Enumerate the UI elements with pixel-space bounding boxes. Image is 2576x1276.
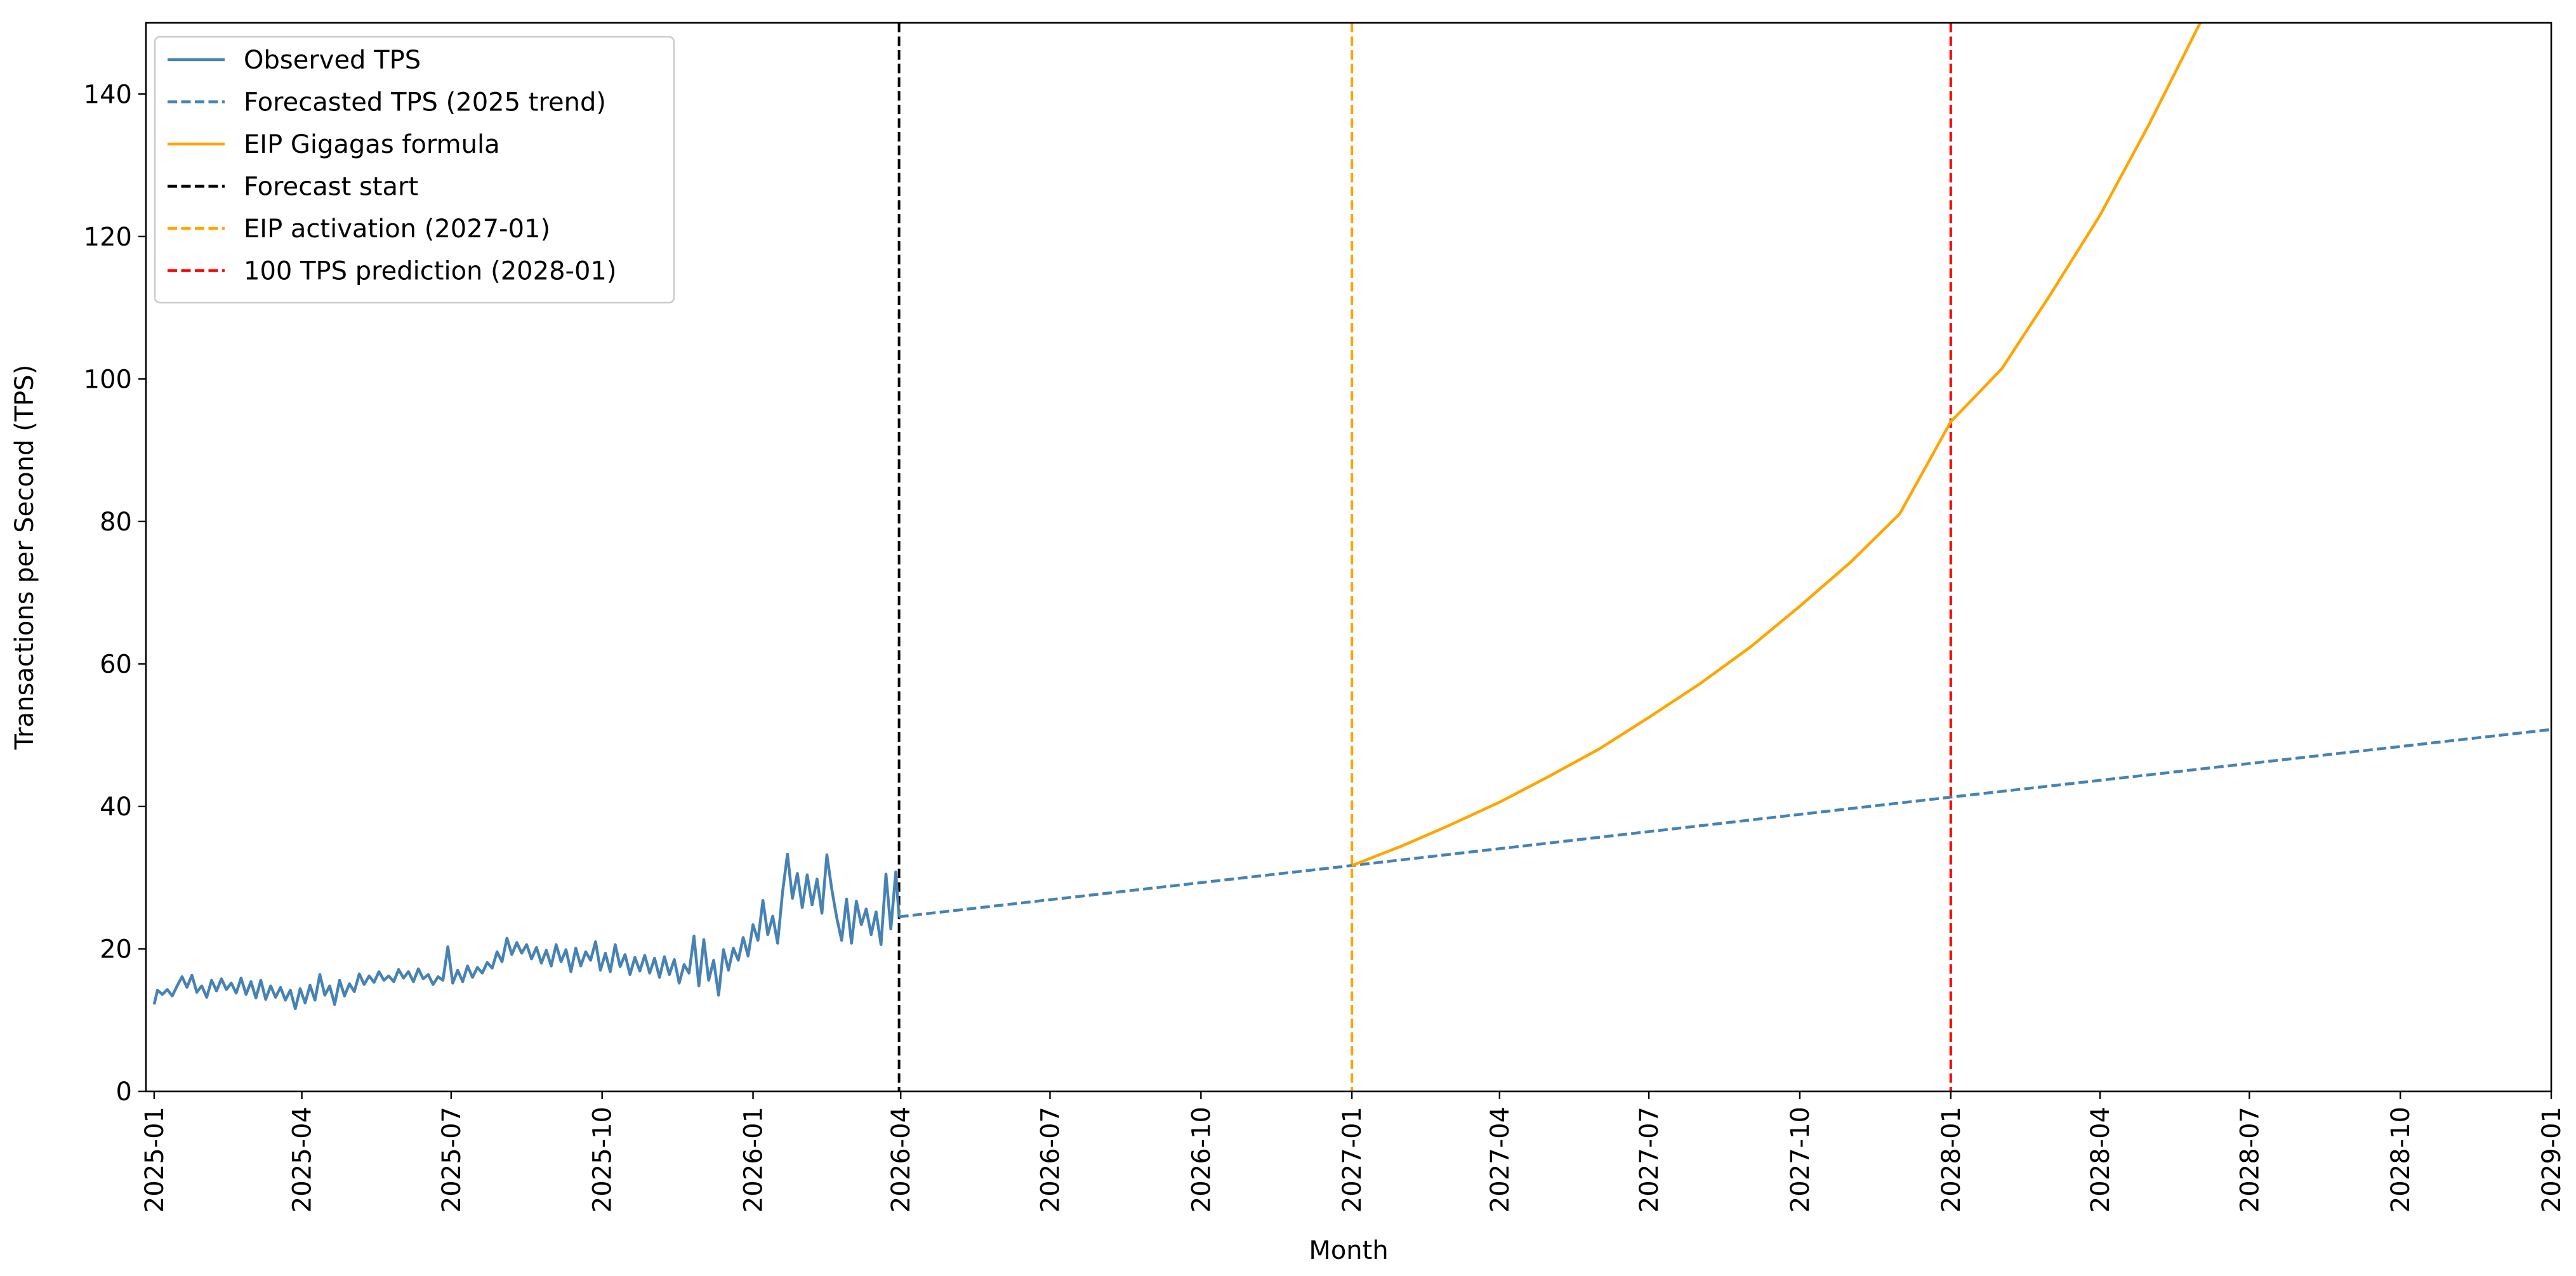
legend-label: Forecast start	[244, 173, 418, 202]
x-tick-label: 2027-10	[1786, 1107, 1815, 1213]
x-tick-label: 2025-01	[140, 1107, 169, 1213]
x-tick-label: 2028-10	[2386, 1107, 2415, 1213]
y-tick-label: 140	[84, 80, 132, 109]
series-line-eip-gigagas-formula	[1351, 23, 2202, 867]
series-line-forecasted-tps-2025-trend	[899, 728, 2551, 919]
x-tick-label: 2027-01	[1338, 1107, 1367, 1213]
legend-box	[154, 36, 675, 304]
y-tick-label: 100	[84, 365, 132, 394]
x-tick-label: 2029-01	[2537, 1107, 2566, 1213]
x-tick-label: 2028-04	[2086, 1107, 2115, 1213]
legend-label: Observed TPS	[244, 46, 421, 75]
x-tick-label: 2027-07	[1635, 1107, 1664, 1213]
tick-layer: 0 20 40 60 80 100 120 140 2025-01 2025-04 2025-07 2…	[84, 80, 2566, 1213]
y-axis-label: Transactions per Second (TPS)	[10, 365, 39, 751]
legend-label: 100 TPS prediction (2028-01)	[244, 257, 616, 286]
y-tick-label: 20	[100, 935, 132, 964]
x-tick-label: 2026-01	[739, 1107, 769, 1213]
x-axis-label: Month	[1309, 1236, 1388, 1265]
x-tick-label: 2028-07	[2235, 1107, 2264, 1213]
series-line-observed-tps	[152, 852, 901, 1011]
x-tick-label: 2028-01	[1937, 1107, 1966, 1213]
y-tick-label: 0	[116, 1077, 132, 1107]
x-tick-label: 2025-07	[437, 1107, 466, 1213]
x-tick-label: 2026-04	[887, 1107, 916, 1213]
plot-layer	[152, 23, 2551, 1091]
legend-label: EIP activation (2027-01)	[244, 214, 550, 244]
y-tick-label: 60	[100, 650, 132, 679]
legend: Observed TPS Forecasted TPS (2025 trend) E…	[154, 36, 675, 304]
y-tick-label: 120	[84, 223, 132, 252]
x-tick-label: 2027-04	[1486, 1107, 1515, 1213]
x-tick-label: 2026-07	[1036, 1107, 1065, 1213]
y-tick-label: 80	[100, 508, 132, 537]
x-tick-label: 2026-10	[1187, 1107, 1216, 1213]
plot-frame	[145, 22, 2553, 1093]
legend-label: EIP Gigagas formula	[244, 130, 500, 159]
x-tick-label: 2025-10	[588, 1107, 618, 1213]
y-tick-label: 40	[100, 793, 132, 822]
legend-label: Forecasted TPS (2025 trend)	[244, 88, 606, 117]
x-tick-label: 2025-04	[288, 1107, 317, 1213]
